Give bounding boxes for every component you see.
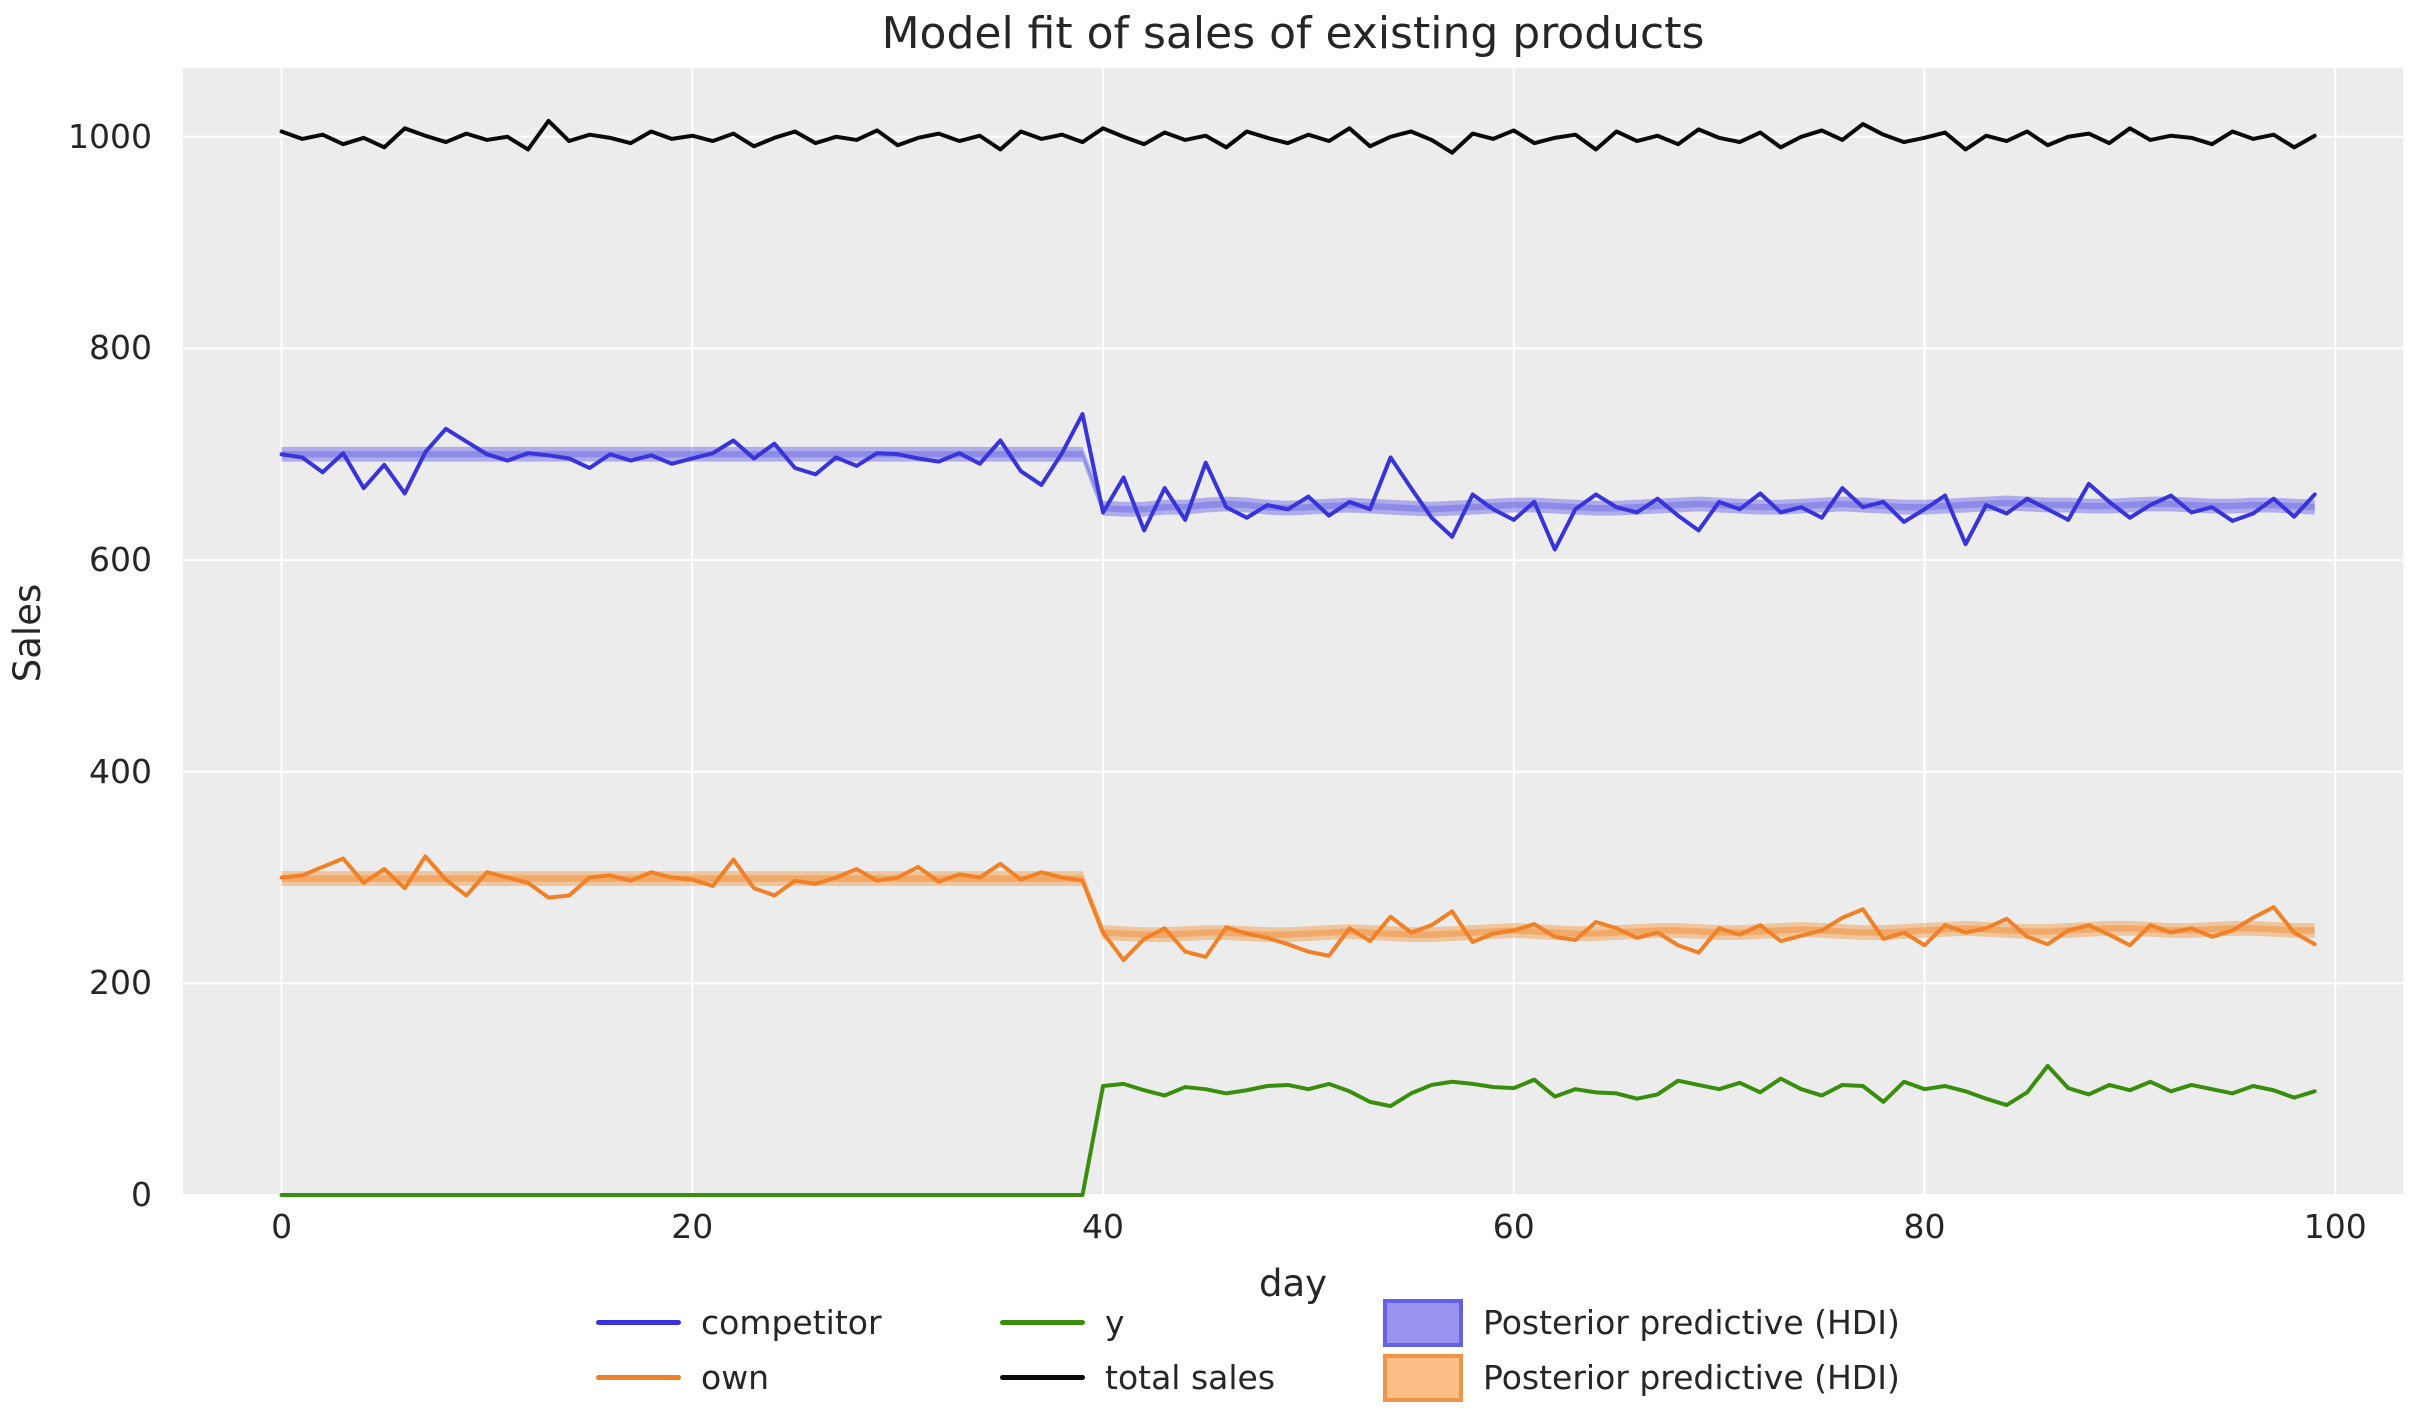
hdi-band-competitor [281, 446, 2315, 517]
series-line-y [279, 1063, 2317, 1197]
legend-item: own [596, 1350, 882, 1405]
x-tick-label: 0 [271, 1207, 293, 1246]
x-tick-label: 100 [2303, 1207, 2367, 1246]
x-tick-label: 80 [1903, 1207, 1946, 1246]
legend-column: y total sales [1000, 1295, 1275, 1405]
series-line-competitor [279, 412, 2317, 552]
legend-label: y [1105, 1303, 1125, 1342]
legend-column: Posterior predictive (HDI) Posterior pred… [1383, 1295, 1900, 1405]
legend-line-swatch-own [596, 1375, 681, 1380]
y-axis-label: Sales [6, 583, 49, 683]
y-tick-label: 0 [131, 1175, 152, 1214]
legend-column: competitor own [596, 1295, 882, 1405]
legend-label: Posterior predictive (HDI) [1483, 1358, 1900, 1397]
chart-title: Model fit of sales of existing products [881, 8, 1705, 59]
legend-item: competitor [596, 1295, 882, 1350]
legend-item: y [1000, 1295, 1275, 1350]
y-tick-label: 600 [89, 540, 152, 580]
legend-item: total sales [1000, 1350, 1275, 1405]
legend-line-swatch-total-sales [1000, 1375, 1085, 1380]
x-tick-label: 40 [1082, 1207, 1125, 1246]
y-tick-label: 400 [89, 751, 152, 791]
axes-background [183, 68, 2403, 1195]
legend-line-swatch-competitor [596, 1320, 681, 1325]
hdi-band-core-own [281, 875, 2315, 938]
legend: competitor own y total sales Posterior predi… [0, 1295, 2423, 1415]
legend-label: total sales [1105, 1358, 1276, 1397]
y-tick-label: 200 [89, 963, 152, 1003]
legend-item: Posterior predictive (HDI) [1383, 1295, 1900, 1350]
legend-patch-swatch [1383, 1353, 1463, 1402]
legend-line-swatch-y [1000, 1320, 1085, 1325]
legend-label: Posterior predictive (HDI) [1483, 1303, 1900, 1342]
legend-item: Posterior predictive (HDI) [1383, 1350, 1900, 1405]
legend-label: competitor [701, 1303, 882, 1342]
series-line-total-sales [279, 118, 2317, 155]
y-tick-label: 1000 [68, 116, 152, 156]
y-tick-label: 800 [89, 328, 152, 368]
hdi-band-own [281, 871, 2315, 943]
x-tick-label: 20 [671, 1207, 714, 1246]
x-axis-label: day [1258, 1262, 1328, 1305]
x-tick-label: 60 [1492, 1207, 1535, 1246]
hdi-band-core-competitor [281, 451, 2315, 513]
legend-patch-swatch [1383, 1298, 1463, 1347]
legend-label: own [701, 1358, 770, 1397]
series-line-own [279, 854, 2317, 963]
